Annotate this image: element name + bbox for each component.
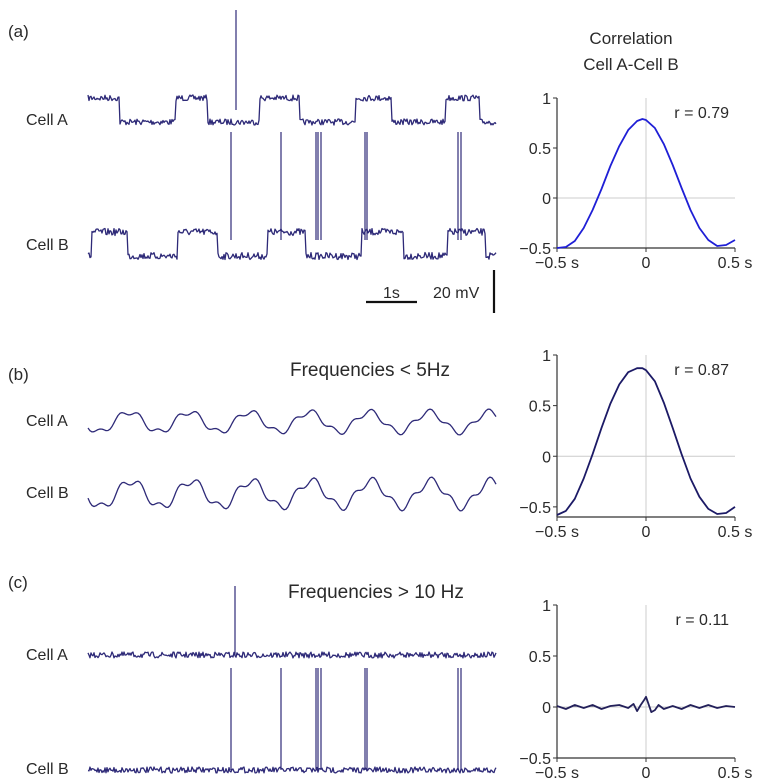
cell-a-label-c: Cell A [26, 647, 68, 664]
y-tick-label: −0.5 [519, 241, 551, 258]
cell-a-highpass-trace [87, 651, 497, 659]
r-value-annotation: r = 0.11 [675, 612, 729, 629]
subtitle-b: Frequencies < 5Hz [290, 360, 450, 381]
correlation-chart-b: 1 0.5 0 −0.5 −0.5 s 0 0.5 s r = 0.87 [519, 348, 752, 541]
y-tick-label: 0.5 [529, 399, 551, 416]
x-tick-label: 0.5 s [718, 524, 753, 541]
cell-b-lowpass-trace [87, 476, 497, 512]
x-tick-label: −0.5 s [535, 765, 579, 782]
x-tick-label: 0 [642, 524, 651, 541]
cell-b-highpass-trace [87, 766, 497, 774]
x-tick-label: −0.5 s [535, 255, 579, 272]
correlation-line [556, 367, 736, 516]
panel-label-b: (b) [8, 365, 29, 384]
cell-b-label-a: Cell B [26, 237, 69, 254]
x-tick-label: 0.5 s [718, 765, 753, 782]
correlation-line [556, 695, 736, 713]
y-tick-label: −0.5 [519, 751, 551, 768]
cell-a-label-a: Cell A [26, 112, 68, 129]
y-tick-label: 0.5 [529, 141, 551, 158]
y-tick-label: 1 [542, 91, 551, 108]
time-scale-label: 1s [383, 285, 400, 302]
subtitle-c: Frequencies > 10 Hz [288, 582, 464, 603]
cell-a-raw-trace [87, 94, 497, 126]
y-tick-label: 0 [542, 449, 551, 466]
scale-bar: 1s 20 mV [366, 270, 496, 313]
y-tick-label: 0 [542, 700, 551, 717]
correlation-line [556, 118, 736, 249]
correlation-charts: 10.50−0.5−0.5 s 0 0.5 sr = 0.7910.50−0.5−0… [519, 91, 752, 782]
x-tick-label: −0.5 s [535, 524, 579, 541]
cell-a-lowpass-trace [87, 408, 497, 436]
y-tick-label: 1 [542, 598, 551, 615]
correlation-title-line1: Correlation [589, 29, 672, 48]
correlation-chart-c: 1 0.5 0 −0.5−0.5 s 0 0.5 s r = 0.11 [519, 598, 752, 782]
cell-b-label-c: Cell B [26, 761, 69, 778]
y-tick-label: 0 [542, 191, 551, 208]
y-tick-label: −0.5 [519, 500, 551, 517]
x-tick-label: 0 [642, 255, 651, 272]
y-tick-label: 0.5 [529, 649, 551, 666]
correlation-title-line2: Cell A-Cell B [583, 55, 678, 74]
r-value-annotation: r = 0.87 [674, 362, 729, 379]
cell-a-label-b: Cell A [26, 413, 68, 430]
correlation-chart-a: 1 0.5 0 −0.5−0.5 s 0 0.5 s r = 0.79 [519, 91, 752, 272]
y-tick-label: 1 [542, 348, 551, 365]
cell-b-raw-trace [87, 227, 497, 261]
cell-b-label-b: Cell B [26, 485, 69, 502]
voltage-traces [87, 10, 497, 774]
panel-label-c: (c) [8, 573, 28, 592]
x-tick-label: 0.5 s [718, 255, 753, 272]
x-tick-label: 0 [642, 765, 651, 782]
panel-label-a: (a) [8, 22, 29, 41]
r-value-annotation: r = 0.79 [674, 105, 729, 122]
voltage-scale-label: 20 mV [433, 285, 480, 302]
